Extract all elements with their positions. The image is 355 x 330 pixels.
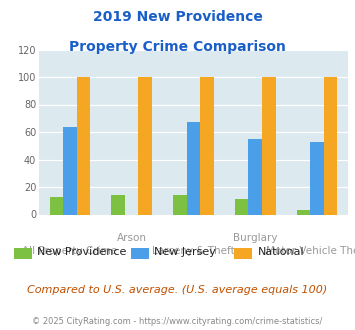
Text: Property Crime Comparison: Property Crime Comparison xyxy=(69,40,286,53)
Text: Compared to U.S. average. (U.S. average equals 100): Compared to U.S. average. (U.S. average … xyxy=(27,285,328,295)
Text: New Jersey: New Jersey xyxy=(154,248,216,257)
Bar xyxy=(77,77,90,214)
Bar xyxy=(248,139,262,214)
Bar xyxy=(262,77,275,214)
Text: All Property Crime: All Property Crime xyxy=(22,246,118,256)
Bar xyxy=(138,77,152,214)
Bar xyxy=(235,199,248,214)
Text: Larceny & Theft: Larceny & Theft xyxy=(152,246,235,256)
Bar xyxy=(111,195,125,214)
Bar xyxy=(187,122,200,214)
Text: © 2025 CityRating.com - https://www.cityrating.com/crime-statistics/: © 2025 CityRating.com - https://www.city… xyxy=(32,317,323,326)
Bar xyxy=(310,142,324,214)
Text: 2019 New Providence: 2019 New Providence xyxy=(93,10,262,24)
Text: Arson: Arson xyxy=(117,233,147,243)
Bar xyxy=(63,126,77,214)
Text: National: National xyxy=(257,248,304,257)
Bar xyxy=(50,197,63,214)
Bar xyxy=(200,77,214,214)
Text: Motor Vehicle Theft: Motor Vehicle Theft xyxy=(267,246,355,256)
Bar xyxy=(324,77,337,214)
Bar xyxy=(173,195,187,214)
Bar xyxy=(297,211,310,214)
Text: Burglary: Burglary xyxy=(233,233,278,243)
Text: New Providence: New Providence xyxy=(37,248,127,257)
